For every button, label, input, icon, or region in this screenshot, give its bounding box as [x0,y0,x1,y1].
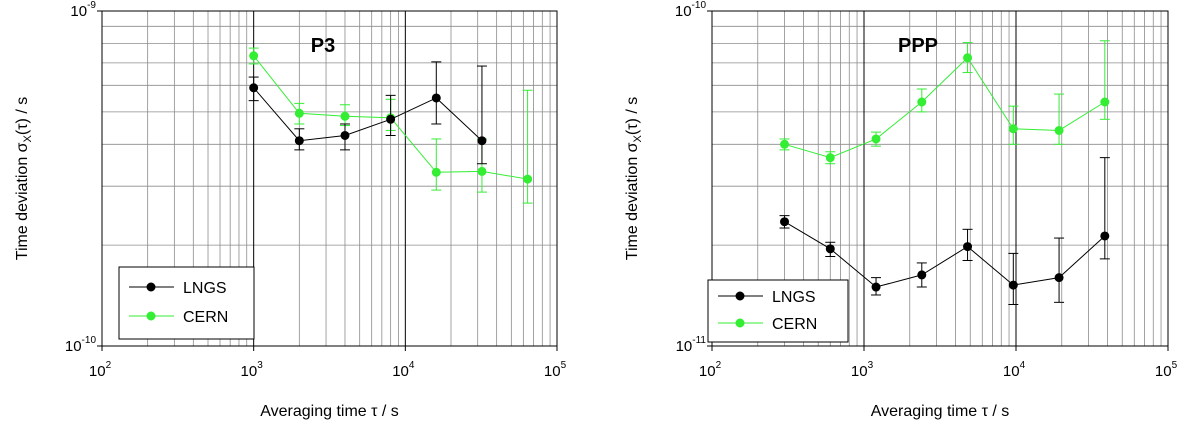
data-point [386,114,396,124]
data-point [871,134,881,144]
x-tick-label: 103 [241,360,264,380]
x-tick-label: 104 [392,360,415,380]
chart-title: PPP [898,35,938,57]
data-point [825,244,835,254]
legend-label: CERN [183,309,228,326]
series-lngs [248,61,487,165]
series-line [784,57,1106,159]
data-point [1054,125,1064,135]
data-point [780,217,790,227]
y-axis-label: Time deviation σX(τ) / s [14,97,34,260]
series-line [253,87,483,142]
grid [712,11,1168,346]
legend-box [707,279,849,343]
y-tick-label: 10-10 [675,0,707,20]
data-point [477,136,487,146]
legend-label: LNGS [772,289,816,306]
data-point [340,130,350,140]
chart-2: 102 103 104 105 10-10 10-11 Averaging time τ /… [624,0,1178,420]
legend-swatch-marker [735,291,745,301]
legend: LNGS CERN [118,266,255,340]
data-point [294,136,304,146]
x-tick-label: 103 [851,360,874,380]
x-axis-label: Averaging time τ / s [260,403,399,420]
y-tick-label: 10-11 [676,335,707,355]
data-point [249,51,259,61]
legend-label: CERN [772,316,817,333]
data-point [963,53,973,63]
legend: LNGS CERN [707,279,849,343]
x-tick-label: 102 [89,360,112,380]
chart-title: P3 [311,35,335,57]
x-tick-label: 104 [1003,360,1026,380]
series-cern [779,40,1110,165]
data-point [1054,273,1064,283]
data-point [871,282,881,292]
chart-1: 102 103 104 105 10-9 10-10 Averaging time τ / … [14,0,567,420]
legend-swatch-marker [735,318,745,328]
series-line [784,221,1106,288]
y-axis-label: Time deviation σX(τ) / s [624,97,644,260]
legend-swatch-marker [146,282,156,292]
data-point [780,139,790,149]
data-point [340,111,350,121]
plot-frame [711,10,1169,347]
y-tick-label: 10-9 [70,0,96,20]
series-lngs [779,157,1110,306]
data-point [1100,231,1110,241]
legend-swatch-marker [146,311,156,321]
data-point [431,93,441,103]
data-point [917,97,927,107]
legend-label: LNGS [183,280,227,297]
data-point [1100,97,1110,107]
data-point [431,167,441,177]
x-tick-label: 102 [699,360,722,380]
data-point [294,108,304,118]
legend-box [118,266,255,340]
data-point [825,153,835,163]
x-axis-label: Averaging time τ / s [871,403,1010,420]
data-point [917,270,927,280]
plot-frame [101,10,558,347]
data-point [963,242,973,252]
data-point [1008,280,1018,290]
x-tick-label: 105 [1155,360,1178,380]
y-tick-label: 10-10 [65,335,97,355]
x-tick-label: 105 [544,360,567,380]
data-point [1008,124,1018,134]
data-point [477,166,487,176]
grid [102,11,557,346]
data-point [523,174,533,184]
data-point [249,83,259,93]
